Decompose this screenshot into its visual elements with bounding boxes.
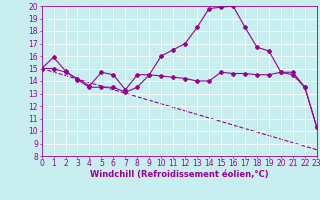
X-axis label: Windchill (Refroidissement éolien,°C): Windchill (Refroidissement éolien,°C) — [90, 170, 268, 179]
